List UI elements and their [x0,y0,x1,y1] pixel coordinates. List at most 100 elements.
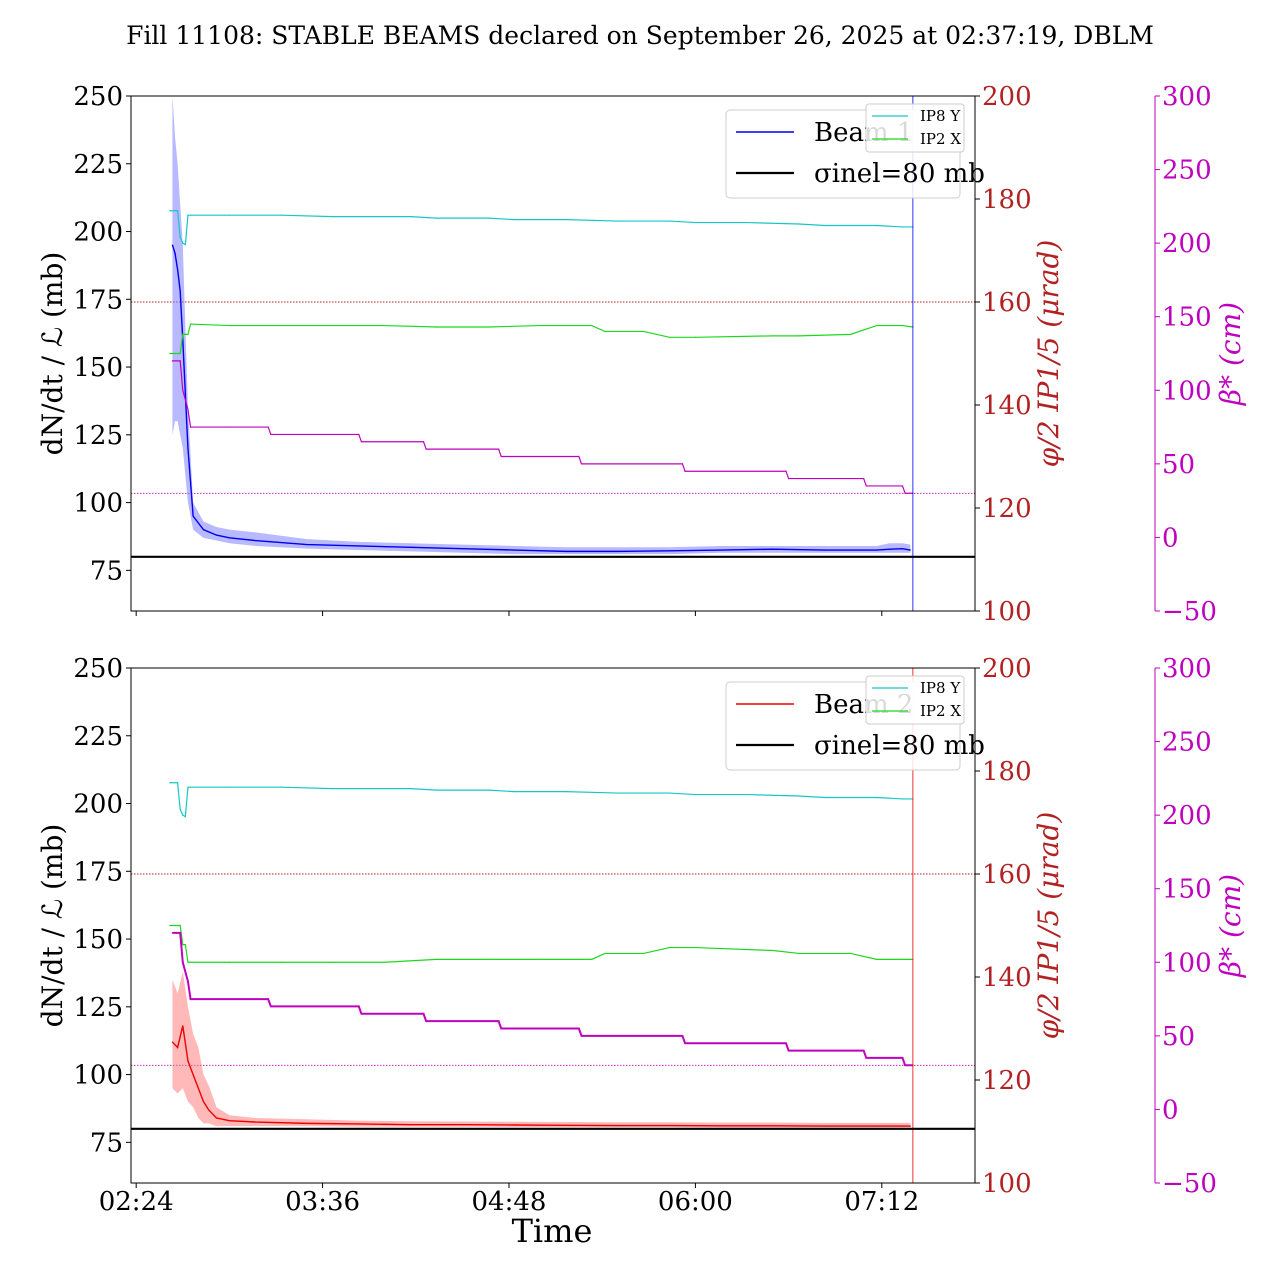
data-point-beta-star [228,426,230,428]
data-point-ip8-y [824,224,826,227]
data-point-beam-2 [565,1124,567,1126]
data-point-beta-star [500,1027,502,1030]
data-point-ip2-x [668,336,671,338]
plot-area [131,96,975,611]
data-point-beam-1 [177,268,179,271]
data-point-ip8-y [184,816,186,818]
data-point-beta-star [498,448,500,450]
data-point-ip2-x [184,944,186,946]
data-point-beam-2 [410,1124,412,1126]
y-axis-label-right1: φ/2 IP1/5 (μrad) [1032,240,1065,468]
data-point-beta-star [681,463,684,465]
data-point-ip8-y [169,210,171,212]
y-axis-label-right2: β* (cm) [1214,874,1247,978]
data-point-beta-star [422,441,425,443]
data-point-ip2-x [179,924,181,927]
data-point-ip2-x [643,952,645,955]
data-point-beta-star [580,1035,583,1037]
data-point-ip2-x [798,335,800,337]
panel-top: 75 100 125 150 175 200 225 250 100 120 140 160 180 20… [36,82,1247,627]
data-point-ip8-y [189,214,192,216]
data-point-ip8-y [332,216,334,218]
data-point-ip8-y [565,791,567,793]
data-point-beta-star [187,980,189,983]
data-point-beam-2 [909,1125,911,1127]
data-point-ip8-y [798,795,800,797]
data-point-beam-2 [617,1124,619,1127]
y-axis-label-right1: φ/2 IP1/5 (μrad) [1032,812,1065,1040]
data-point-ip8-y [746,221,748,224]
data-point-beam-1 [617,550,619,552]
data-point-beta-star [785,1042,787,1044]
data-point-beta-star [863,1049,865,1052]
data-point-ip8-y [179,236,181,238]
data-point-ip2-x [384,961,386,963]
data-point-beam-2 [187,1060,189,1062]
data-point-ip2-x [184,333,186,335]
data-point-ip2-x [487,326,489,328]
y-tick-label-right2: 150 [1162,875,1212,905]
y-tick-label-left: 200 [73,790,123,820]
series-line-beam-1 [171,244,911,553]
data-point-beam-1 [192,515,194,517]
data-point-beta-star [901,485,904,487]
y-tick-label-left: 150 [73,925,123,955]
data-point-beta-star [267,998,269,1000]
data-point-ip2-x [182,333,184,335]
legend-label-ip8-y: IP8 Y [920,679,961,697]
y-tick-label-right2: 0 [1162,523,1179,553]
data-point-ip8-y [332,788,334,790]
data-point-beam-2 [824,1125,826,1127]
data-point-beam-2 [901,1125,904,1127]
data-point-beam-2 [208,1109,210,1111]
y-tick-label-left: 225 [73,150,123,180]
data-point-beta-star [270,433,272,436]
x-axis-label: Time [512,1212,593,1250]
panel-bottom: 75 100 125 150 175 200 225 250 100 120 140 160 180 20… [36,654,1247,1217]
y-tick-label-right1: 100 [982,597,1032,627]
data-point-ip8-y [435,217,438,219]
y-tick-label-left: 175 [73,857,123,887]
y-tick-label-right2: 100 [1162,948,1212,978]
data-point-ip2-x [182,944,184,946]
data-point-beta-star [358,1005,360,1008]
data-point-ip2-x [539,324,541,327]
data-point-ip8-y [746,793,748,796]
y-tick-label-right2: 200 [1162,801,1212,831]
data-point-ip8-y [345,216,347,218]
data-point-beta-star [578,1027,580,1030]
data-point-ip8-y [901,226,904,228]
y-tick-label-right1: 140 [982,963,1032,993]
data-point-ip2-x [187,333,189,335]
y-tick-label-right1: 200 [982,82,1032,112]
y-axis-label-left: dN/dt / ℒ (mb) [36,824,69,1028]
data-point-ip8-y [876,224,878,227]
data-point-beam-1 [358,545,360,547]
y-tick-label-left: 100 [73,489,123,519]
x-tick-label: 03:36 [285,1187,360,1217]
data-point-ip8-y [668,792,671,794]
data-point-beta-star [865,485,867,487]
y-tick-label-right2: 250 [1162,728,1212,758]
data-point-beta-star [358,433,360,436]
data-point-ip8-y [410,788,412,790]
data-point-ip8-y [189,786,192,788]
data-point-beam-1 [254,539,256,542]
data-point-beta-star [228,998,230,1000]
data-point-ip2-x [772,949,774,952]
data-point-ip8-y [694,221,696,224]
data-point-ip2-x [332,324,334,327]
data-point-beta-star [865,1057,867,1059]
data-point-beta-star [360,1013,363,1015]
data-point-ip8-y [876,796,878,799]
y-axis-label-left: dN/dt / ℒ (mb) [36,252,69,456]
data-point-ip8-y [182,242,184,244]
data-point-beta-star [684,470,686,472]
data-point-beam-2 [876,1125,878,1127]
data-point-beam-2 [171,1041,174,1043]
data-point-ip8-y [280,786,282,788]
y-tick-label-left: 75 [90,556,123,586]
y-tick-label-right2: 300 [1162,82,1212,112]
data-point-beta-star [179,932,181,934]
data-point-ip8-y [487,217,489,219]
